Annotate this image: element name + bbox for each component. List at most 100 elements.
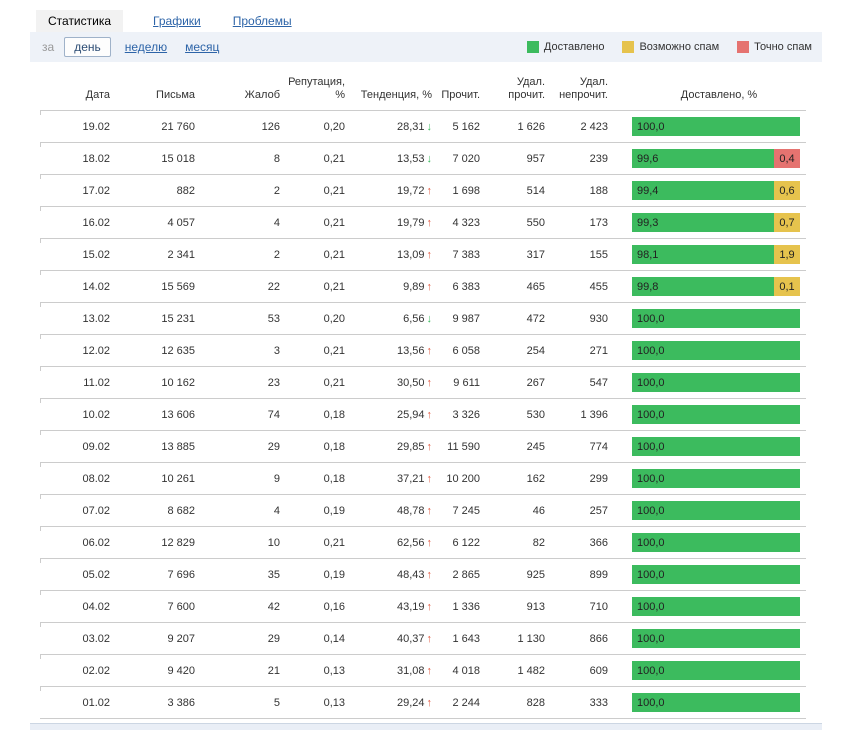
cell-date: 14.02 xyxy=(82,280,110,293)
header-reputation: Репутация, % xyxy=(288,76,345,101)
cell-date: 12.02 xyxy=(82,344,110,357)
filter-option-day[interactable]: день xyxy=(64,37,111,57)
delivered-bar-track: 100,0 xyxy=(632,437,800,456)
table-row: 09.02 13 885 29 0,18 29,85 ↑ 11 590 245 … xyxy=(40,430,806,462)
statistics-table: Дата Письма Жалоб Репутация, % Тенденция… xyxy=(40,62,806,719)
trend-arrow-icon: ↑ xyxy=(426,632,433,645)
cell-deleted-unread: 239 xyxy=(589,152,608,165)
cell-reputation: 0,14 xyxy=(323,632,345,645)
table-body: 19.02 21 760 126 0,20 28,31 ↓ 5 162 1 62… xyxy=(40,110,806,719)
delivered-bar: 100,0 xyxy=(608,341,806,360)
cell-read: 2 865 xyxy=(452,568,480,581)
delivered-bar-track: 100,0 xyxy=(632,373,800,392)
cell-date: 06.02 xyxy=(82,536,110,549)
delivered-segment: 100,0 xyxy=(632,117,800,136)
trend-value: 13,09 xyxy=(396,248,425,261)
delivered-value: 100,0 xyxy=(637,472,665,485)
cell-deleted-read: 1 626 xyxy=(517,120,545,133)
delivered-segment: 100,0 xyxy=(632,341,800,360)
cell-reputation: 0,13 xyxy=(323,664,345,677)
cell-complaints: 126 xyxy=(261,120,280,133)
delivered-value: 99,3 xyxy=(637,216,659,229)
cell-date: 17.02 xyxy=(82,184,110,197)
cell-deleted-unread: 609 xyxy=(589,664,608,677)
delivered-value: 98,1 xyxy=(637,248,659,261)
delivered-bar: 100,0 xyxy=(608,309,806,328)
cell-letters: 2 341 xyxy=(167,248,195,261)
cell-complaints: 2 xyxy=(273,248,280,261)
cell-deleted-unread: 1 396 xyxy=(580,408,608,421)
delivered-bar-track: 100,0 xyxy=(632,533,800,552)
cell-letters: 9 420 xyxy=(167,664,195,677)
trend-arrow-icon: ↑ xyxy=(426,664,433,677)
spam-segment: 0,7 xyxy=(774,213,800,232)
delivered-value: 100,0 xyxy=(637,504,665,517)
cell-letters: 12 829 xyxy=(161,536,195,549)
trend-value: 25,94 xyxy=(396,408,425,421)
cell-deleted-unread: 333 xyxy=(589,696,608,709)
cell-complaints: 29 xyxy=(267,440,280,453)
trend-value: 30,50 xyxy=(396,376,425,389)
cell-deleted-read: 913 xyxy=(526,600,545,613)
filter-bar: за день неделю месяц Доставлено Возможно … xyxy=(30,32,822,62)
trend-arrow-icon: ↑ xyxy=(426,344,433,357)
trend-arrow-icon: ↑ xyxy=(426,184,433,197)
filter-option-week[interactable]: неделю xyxy=(124,40,168,54)
tab-statistics[interactable]: Статистика xyxy=(36,10,124,32)
cell-read: 4 018 xyxy=(452,664,480,677)
spam-segment: 0,6 xyxy=(774,181,800,200)
cell-complaints: 23 xyxy=(267,376,280,389)
table-row: 08.02 10 261 9 0,18 37,21 ↑ 10 200 162 2… xyxy=(40,462,806,494)
cell-letters: 7 696 xyxy=(167,568,195,581)
filter-option-month[interactable]: месяц xyxy=(185,40,220,54)
table-row: 19.02 21 760 126 0,20 28,31 ↓ 5 162 1 62… xyxy=(40,110,806,142)
cell-trend: 37,21 ↑ xyxy=(345,473,432,485)
spam-segment: 1,9 xyxy=(774,245,800,264)
cell-deleted-read: 317 xyxy=(526,248,545,261)
delivered-segment: 98,1 xyxy=(632,245,774,264)
cell-trend: 13,09 ↑ xyxy=(345,249,432,261)
table-row: 01.02 3 386 5 0,13 29,24 ↑ 2 244 828 333… xyxy=(40,686,806,718)
delivered-segment: 100,0 xyxy=(632,373,800,392)
delivered-bar: 100,0 xyxy=(608,469,806,488)
delivered-segment: 99,6 xyxy=(632,149,774,168)
header-delivered: Доставлено, % xyxy=(680,89,758,101)
cell-reputation: 0,21 xyxy=(323,344,345,357)
legend-swatch-icon xyxy=(622,41,635,53)
cell-trend: 31,08 ↑ xyxy=(345,665,432,677)
cell-complaints: 29 xyxy=(267,632,280,645)
trend-arrow-icon: ↑ xyxy=(426,472,433,485)
cell-trend: 19,72 ↑ xyxy=(345,185,432,197)
cell-deleted-unread: 155 xyxy=(589,248,608,261)
cell-letters: 882 xyxy=(176,184,195,197)
cell-complaints: 42 xyxy=(267,600,280,613)
cell-complaints: 4 xyxy=(273,216,280,229)
cell-deleted-unread: 2 423 xyxy=(580,120,608,133)
legend-swatch-icon xyxy=(737,41,750,53)
table-row: 12.02 12 635 3 0,21 13,56 ↑ 6 058 254 27… xyxy=(40,334,806,366)
table-row: 02.02 9 420 21 0,13 31,08 ↑ 4 018 1 482 … xyxy=(40,654,806,686)
delivered-bar-track: 100,0 xyxy=(632,405,800,424)
delivered-segment: 100,0 xyxy=(632,661,800,680)
cell-date: 02.02 xyxy=(82,664,110,677)
cell-complaints: 22 xyxy=(267,280,280,293)
cell-reputation: 0,19 xyxy=(323,568,345,581)
cell-trend: 25,94 ↑ xyxy=(345,409,432,421)
tab-problems[interactable]: Проблемы xyxy=(232,14,292,28)
cell-deleted-read: 828 xyxy=(526,696,545,709)
cell-letters: 15 018 xyxy=(161,152,195,165)
tab-charts[interactable]: Графики xyxy=(153,14,201,28)
cell-read: 1 643 xyxy=(452,632,480,645)
cell-date: 01.02 xyxy=(82,696,110,709)
delivered-bar-track: 99,3 0,7 xyxy=(632,213,800,232)
legend: Доставлено Возможно спам Точно спам xyxy=(526,41,814,53)
cell-letters: 7 600 xyxy=(167,600,195,613)
cell-date: 16.02 xyxy=(82,216,110,229)
delivered-value: 100,0 xyxy=(637,376,665,389)
cell-trend: 43,19 ↑ xyxy=(345,601,432,613)
cell-trend: 30,50 ↑ xyxy=(345,377,432,389)
cell-deleted-unread: 866 xyxy=(589,632,608,645)
cell-deleted-read: 472 xyxy=(526,312,545,325)
table-row: 18.02 15 018 8 0,21 13,53 ↓ 7 020 957 23… xyxy=(40,142,806,174)
delivered-bar-track: 99,6 0,4 xyxy=(632,149,800,168)
